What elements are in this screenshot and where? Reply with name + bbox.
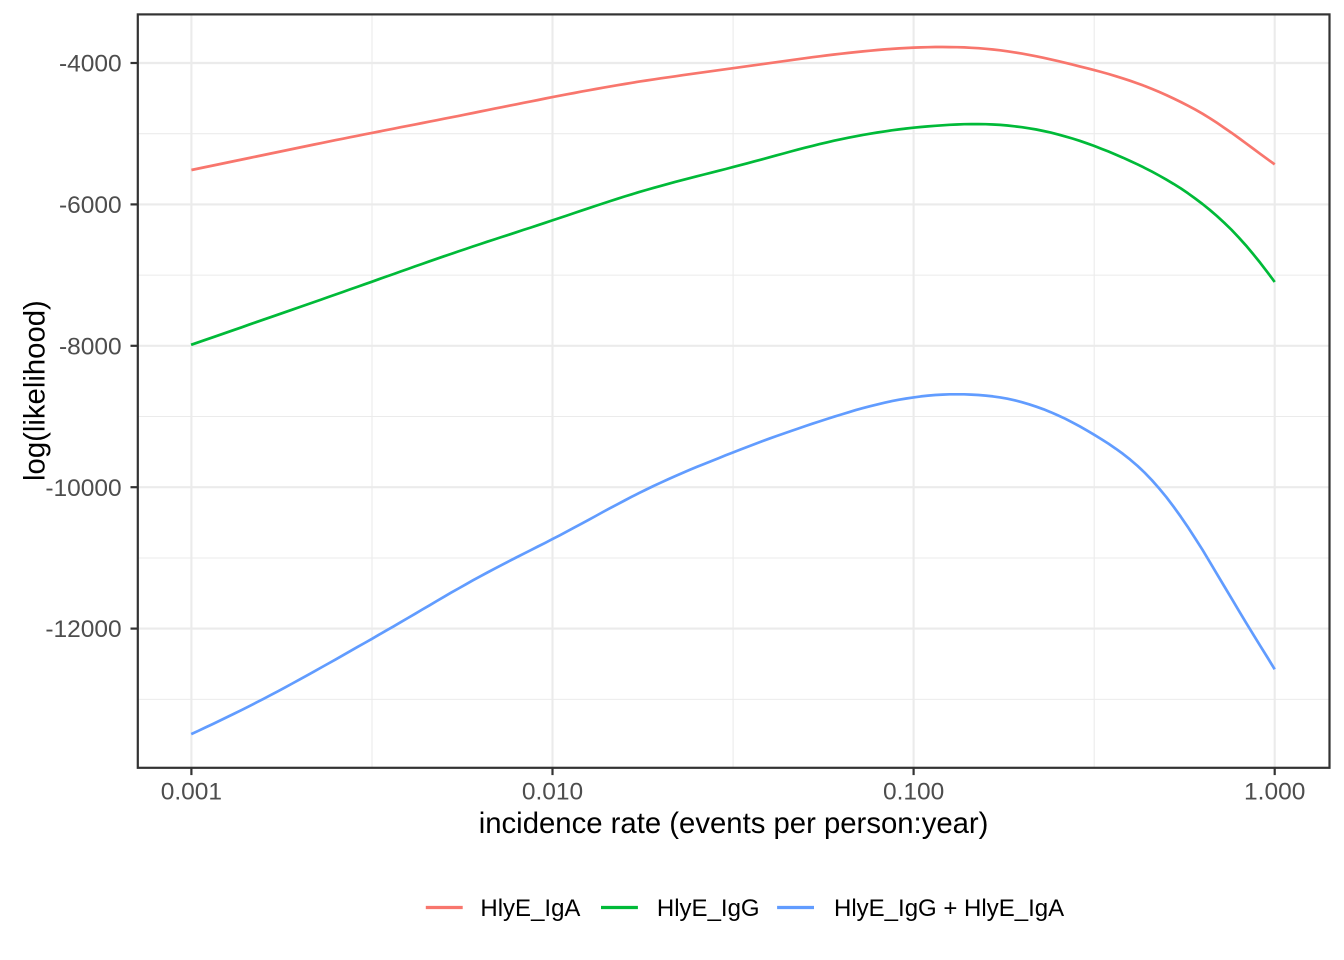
- svg-text:log(likelihood): log(likelihood): [18, 300, 51, 481]
- svg-text:0.010: 0.010: [522, 779, 583, 806]
- svg-text:-6000: -6000: [59, 192, 122, 219]
- svg-text:HlyE_IgG + HlyE_IgA: HlyE_IgG + HlyE_IgA: [834, 895, 1064, 922]
- svg-text:incidence rate (events per per: incidence rate (events per person:year): [479, 807, 989, 840]
- svg-text:1.000: 1.000: [1244, 779, 1305, 806]
- svg-text:HlyE_IgA: HlyE_IgA: [480, 895, 580, 922]
- svg-text:-10000: -10000: [45, 475, 121, 502]
- svg-text:HlyE_IgG: HlyE_IgG: [657, 895, 760, 922]
- svg-text:0.001: 0.001: [161, 779, 222, 806]
- svg-text:0.100: 0.100: [883, 779, 944, 806]
- svg-text:-12000: -12000: [45, 616, 121, 643]
- svg-text:-4000: -4000: [59, 51, 122, 78]
- svg-text:-8000: -8000: [59, 333, 122, 360]
